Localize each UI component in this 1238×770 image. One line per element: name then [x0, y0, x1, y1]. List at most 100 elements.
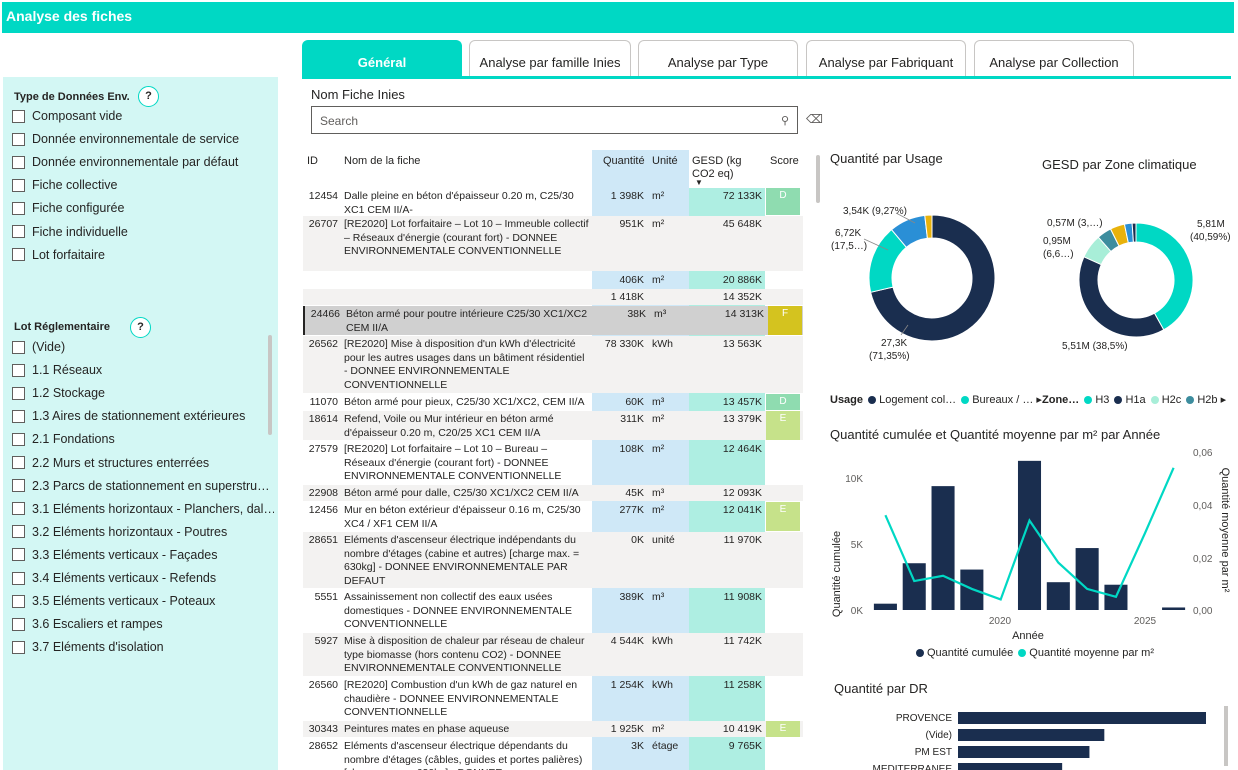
- bar[interactable]: [1075, 548, 1099, 610]
- tab-famille-inies[interactable]: Analyse par famille Inies: [469, 40, 631, 76]
- dr-bar[interactable]: [958, 763, 1063, 770]
- dr-bar[interactable]: [958, 712, 1206, 724]
- th-quantity[interactable]: Quantité: [603, 155, 645, 167]
- legend-zone-h2b[interactable]: H2b: [1197, 394, 1218, 406]
- checkbox[interactable]: [12, 201, 25, 215]
- tab-general[interactable]: Général: [302, 40, 462, 76]
- checkbox[interactable]: [12, 456, 25, 469]
- checkbox[interactable]: [12, 340, 25, 354]
- help-icon[interactable]: ?: [130, 317, 151, 338]
- checkbox[interactable]: [12, 409, 25, 423]
- table-row[interactable]: 22908 Béton armé pour dalle, C25/30 XC1/X…: [303, 485, 803, 501]
- filter-option[interactable]: Lot forfaitaire: [12, 245, 274, 265]
- table-row[interactable]: 26560 [RE2020] Combustion d'un kWh de gaz…: [303, 677, 803, 720]
- legend-next-icon[interactable]: ▸: [1036, 394, 1042, 406]
- checkbox[interactable]: [12, 132, 25, 146]
- bar[interactable]: [1017, 460, 1042, 610]
- checkbox[interactable]: [12, 248, 25, 262]
- filter-option[interactable]: 3.3 Eléments verticaux - Façades: [12, 545, 274, 565]
- bar[interactable]: [931, 486, 955, 610]
- filter-option[interactable]: Fiche configurée: [12, 198, 274, 218]
- table-row[interactable]: 18614 Refend, Voile ou Mur intérieur en b…: [303, 411, 803, 440]
- table-row[interactable]: 26707 [RE2020] Lot forfaitaire – Lot 10 –…: [303, 216, 803, 271]
- legend-usage-2[interactable]: Bureaux / …: [972, 394, 1034, 406]
- th-unit[interactable]: Unité: [652, 155, 678, 167]
- tab-collection[interactable]: Analyse par Collection: [974, 40, 1134, 76]
- th-name[interactable]: Nom de la fiche: [344, 155, 421, 167]
- table-row[interactable]: 5927 Mise à disposition de chaleur par ré…: [303, 633, 803, 676]
- filter-scrollbar[interactable]: [268, 335, 272, 435]
- tab-fabriquant[interactable]: Analyse par Fabriquant: [806, 40, 966, 76]
- filter-option[interactable]: 3.1 Eléments horizontaux - Planchers, da…: [12, 499, 274, 519]
- table-row[interactable]: 406K m² 20 886K: [303, 272, 803, 288]
- checkbox[interactable]: [12, 525, 25, 539]
- legend-zone-h2c[interactable]: H2c: [1161, 394, 1182, 406]
- search-input[interactable]: Search ⚲: [311, 106, 798, 134]
- filter-option[interactable]: 3.5 Eléments verticaux - Poteaux: [12, 591, 274, 611]
- donut-slice[interactable]: [1135, 222, 1194, 331]
- bar[interactable]: [902, 563, 926, 610]
- checkbox[interactable]: [12, 386, 25, 400]
- table-row[interactable]: 28652 Eléments d'ascenseur électrique dép…: [303, 738, 803, 770]
- th-id[interactable]: ID: [307, 155, 318, 167]
- dr-scrollbar[interactable]: [1224, 706, 1228, 766]
- filter-option[interactable]: 3.6 Escaliers et rampes: [12, 614, 274, 634]
- th-score[interactable]: Score: [770, 155, 799, 167]
- line-series[interactable]: [884, 467, 1175, 601]
- filter-option[interactable]: Fiche individuelle: [12, 222, 274, 242]
- filter-option[interactable]: 3.4 Eléments verticaux - Refends: [12, 568, 274, 588]
- donut-slice[interactable]: [1078, 256, 1165, 338]
- table-row[interactable]: 11070 Béton armé pour pieux, C25/30 XC1/X…: [303, 394, 803, 410]
- filter-option[interactable]: (Vide): [12, 337, 274, 357]
- help-icon[interactable]: ?: [138, 86, 159, 107]
- dr-bar[interactable]: [958, 746, 1090, 758]
- filter-option[interactable]: 1.1 Réseaux: [12, 360, 274, 380]
- filter-option[interactable]: 1.2 Stockage: [12, 383, 274, 403]
- filter-option[interactable]: Composant vide: [12, 106, 274, 126]
- bar[interactable]: [1162, 607, 1186, 610]
- table-row[interactable]: 26562 [RE2020] Mise à disposition d'un kW…: [303, 336, 803, 393]
- filter-option[interactable]: 1.3 Aires de stationnement extérieures: [12, 406, 274, 426]
- dr-bar[interactable]: [958, 729, 1105, 741]
- checkbox[interactable]: [12, 479, 25, 493]
- checkbox[interactable]: [12, 571, 25, 585]
- table-row[interactable]: 24466 Béton armé pour poutre intérieure C…: [303, 306, 803, 335]
- filter-option[interactable]: Donnée environnementale de service: [12, 129, 274, 149]
- legend-zone-h3[interactable]: H3: [1095, 394, 1110, 406]
- legend-moyenne[interactable]: Quantité moyenne par m²: [1029, 647, 1155, 659]
- filter-option[interactable]: 3.2 Eléments horizontaux - Poutres: [12, 522, 274, 542]
- eraser-icon[interactable]: ⌫: [806, 112, 823, 126]
- table-row[interactable]: 12454 Dalle pleine en béton d'épaisseur 0…: [303, 188, 803, 216]
- table-row[interactable]: 28651 Eléments d'ascenseur électrique ind…: [303, 532, 803, 588]
- legend-usage-1[interactable]: Logement col…: [879, 394, 957, 406]
- bar[interactable]: [873, 603, 897, 610]
- checkbox[interactable]: [12, 155, 25, 169]
- checkbox[interactable]: [12, 178, 25, 192]
- table-row[interactable]: 12456 Mur en béton extérieur d'épaisseur …: [303, 502, 803, 531]
- checkbox[interactable]: [12, 640, 25, 654]
- donut-slice[interactable]: [1131, 222, 1137, 243]
- checkbox[interactable]: [12, 617, 25, 631]
- checkbox[interactable]: [12, 225, 25, 238]
- checkbox[interactable]: [12, 594, 25, 608]
- filter-option[interactable]: 2.3 Parcs de stationnement en superstru…: [12, 476, 274, 496]
- bar[interactable]: [1046, 582, 1070, 610]
- checkbox[interactable]: [12, 502, 25, 516]
- legend-cumulee[interactable]: Quantité cumulée: [927, 647, 1014, 659]
- sort-desc-icon[interactable]: ▼: [695, 178, 703, 187]
- legend-next-icon[interactable]: ▸: [1220, 394, 1227, 406]
- table-row[interactable]: 1 418K 14 352K: [303, 289, 803, 305]
- table-scrollbar[interactable]: [816, 155, 820, 203]
- filter-option[interactable]: 2.1 Fondations: [12, 429, 274, 449]
- donut-slice[interactable]: [870, 214, 996, 342]
- tab-type[interactable]: Analyse par Type: [638, 40, 798, 76]
- checkbox[interactable]: [12, 109, 25, 123]
- legend-zone-h1a[interactable]: H1a: [1125, 394, 1146, 406]
- search-icon[interactable]: ⚲: [780, 115, 789, 127]
- filter-option[interactable]: Donnée environnementale par défaut: [12, 152, 274, 172]
- th-gesd[interactable]: GESD (kg CO2 eq): [692, 155, 742, 180]
- table-row[interactable]: 27579 [RE2020] Lot forfaitaire – Lot 10 –…: [303, 441, 803, 484]
- table-row[interactable]: 30343 Peintures mates en phase aqueuse 1 9…: [303, 721, 803, 737]
- checkbox[interactable]: [12, 432, 25, 446]
- donut-slice[interactable]: [924, 214, 933, 239]
